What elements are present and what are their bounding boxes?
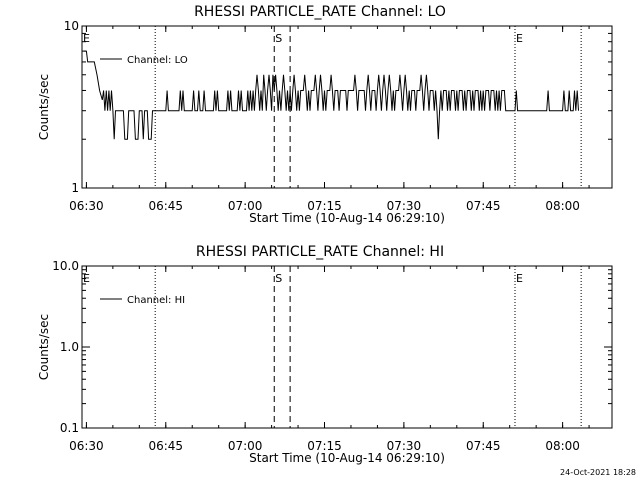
plot-frame xyxy=(81,25,613,189)
chart-title: RHESSI PARTICLE_RATE Channel: LO xyxy=(194,4,446,20)
marker-label: S xyxy=(275,272,282,285)
chart-title: RHESSI PARTICLE_RATE Channel: HI xyxy=(196,244,444,260)
x-tick-label: 07:00 xyxy=(228,439,263,453)
plot-frame xyxy=(81,265,613,429)
y-tick-label: 0.1 xyxy=(60,421,79,435)
x-axis-label: Start Time (10-Aug-14 06:29:10) xyxy=(249,211,445,225)
marker-label: E xyxy=(516,272,523,285)
y-axis-label: Counts/sec xyxy=(37,314,51,380)
marker-label: E xyxy=(516,32,523,45)
x-tick-label: 07:15 xyxy=(307,199,342,213)
legend-entry: Channel: HI xyxy=(127,295,185,306)
x-tick-label: 07:15 xyxy=(307,439,342,453)
legend-entry: Channel: LO xyxy=(127,55,188,66)
timestamp: 24-Oct-2021 18:28 xyxy=(560,468,636,477)
x-tick-label: 06:30 xyxy=(69,439,104,453)
y-tick-label: 10 xyxy=(64,19,79,33)
marker-label: E xyxy=(83,32,90,45)
x-tick-label: 06:45 xyxy=(148,199,183,213)
y-tick-label: 10.0 xyxy=(52,259,79,273)
y-tick-label: 1 xyxy=(71,181,79,195)
x-tick-label: 07:00 xyxy=(228,199,263,213)
x-tick-label: 07:30 xyxy=(387,199,422,213)
panel-hi: RHESSI PARTICLE_RATE Channel: HI 06:30 06:… xyxy=(37,244,613,465)
x-tick-label: 06:30 xyxy=(69,199,104,213)
y-axis-label: Counts/sec xyxy=(37,74,51,140)
x-tick-label: 08:00 xyxy=(545,199,580,213)
x-tick-label: 08:00 xyxy=(545,439,580,453)
y-tick-label: 1.0 xyxy=(60,340,79,354)
panel-lo: RHESSI PARTICLE_RATE Channel: LO 06:30 06:… xyxy=(37,4,613,225)
x-tick-label: 07:45 xyxy=(466,199,501,213)
marker-label: E xyxy=(83,272,90,285)
x-tick-label: 07:45 xyxy=(466,439,501,453)
x-tick-label: 06:45 xyxy=(148,439,183,453)
x-axis-label: Start Time (10-Aug-14 06:29:10) xyxy=(249,451,445,465)
marker-label: S xyxy=(275,32,282,45)
x-tick-label: 07:30 xyxy=(387,439,422,453)
series-line-lo xyxy=(83,50,579,140)
